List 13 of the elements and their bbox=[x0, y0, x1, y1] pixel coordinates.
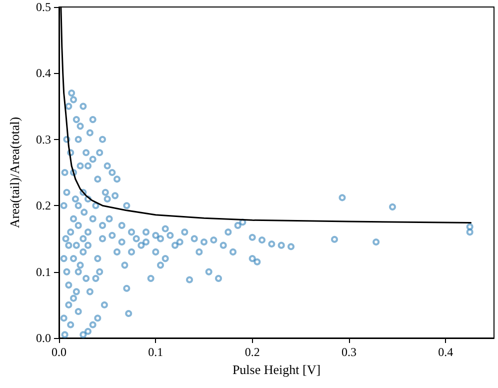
y-tick-label: 0.1 bbox=[36, 264, 51, 279]
y-tick-label: 0.3 bbox=[36, 132, 51, 146]
x-tick-label: 0.2 bbox=[244, 345, 260, 359]
x-tick-label: 0.0 bbox=[52, 345, 66, 359]
y-tick-label: 0.5 bbox=[36, 0, 51, 14]
y-tick-label: 0.2 bbox=[36, 198, 51, 213]
x-tick-label: 0.1 bbox=[148, 345, 164, 359]
x-tick-label: 0.3 bbox=[342, 345, 356, 359]
y-tick-label: 0.0 bbox=[36, 331, 51, 345]
y-axis-title: Area(tail)/Area(total) bbox=[7, 116, 22, 228]
x-tick-label: 0.4 bbox=[438, 345, 454, 359]
x-axis-title: Pulse Height [V] bbox=[232, 362, 321, 377]
y-tick-label: 0.4 bbox=[36, 66, 51, 80]
